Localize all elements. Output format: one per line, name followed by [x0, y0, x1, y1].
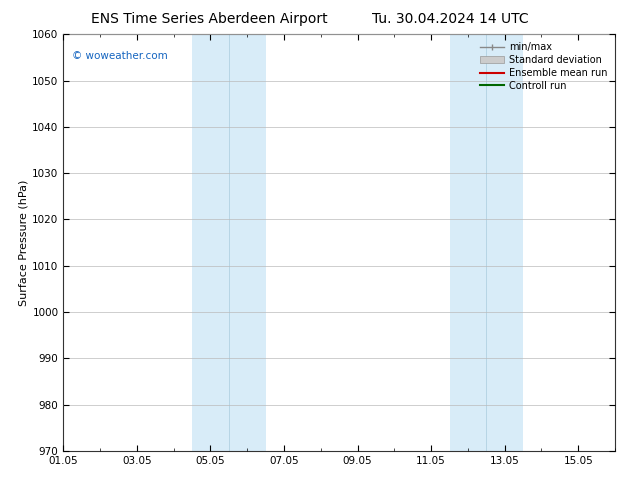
Legend: min/max, Standard deviation, Ensemble mean run, Controll run: min/max, Standard deviation, Ensemble me…: [477, 39, 610, 94]
Text: Tu. 30.04.2024 14 UTC: Tu. 30.04.2024 14 UTC: [372, 12, 529, 26]
Bar: [192, 34, 266, 451]
Y-axis label: Surface Pressure (hPa): Surface Pressure (hPa): [18, 179, 28, 306]
Bar: [450, 34, 523, 451]
Text: ENS Time Series Aberdeen Airport: ENS Time Series Aberdeen Airport: [91, 12, 328, 26]
Text: © woweather.com: © woweather.com: [72, 51, 167, 61]
